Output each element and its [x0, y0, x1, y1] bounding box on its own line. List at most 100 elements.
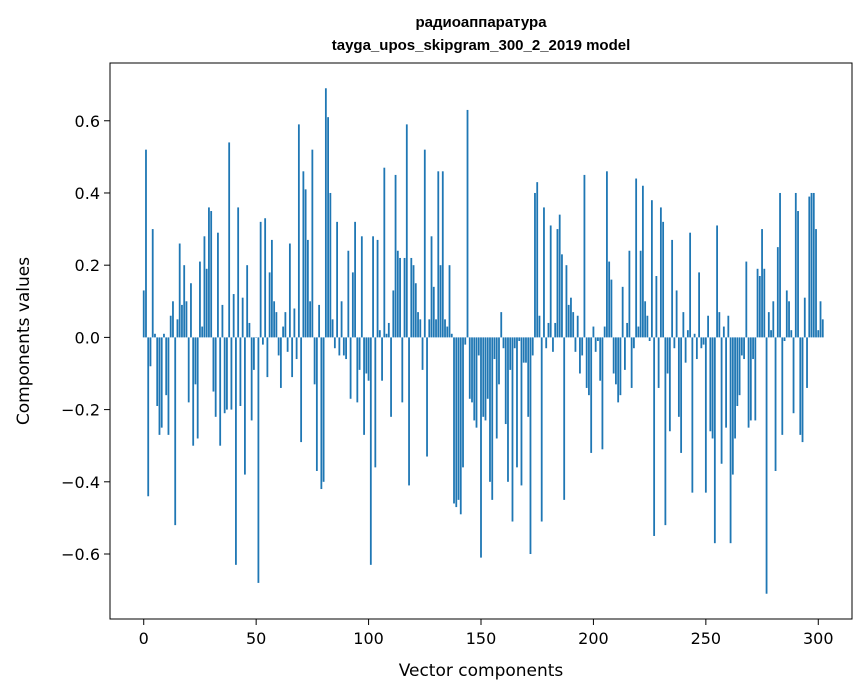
bar [745, 261, 748, 338]
bar [579, 337, 581, 374]
bar [493, 337, 496, 360]
bar [203, 236, 206, 338]
bar [536, 182, 539, 338]
bar [288, 243, 291, 338]
bar [552, 337, 554, 352]
bar [250, 337, 253, 421]
bar [599, 337, 602, 381]
plot-frame [109, 62, 853, 620]
bar [414, 283, 417, 338]
bar [808, 196, 811, 338]
bar [531, 337, 534, 356]
bar [812, 192, 815, 338]
bar [318, 304, 321, 338]
bar [673, 337, 676, 349]
bar [817, 330, 820, 338]
bar [401, 337, 404, 403]
bar [624, 337, 626, 370]
bar [426, 337, 428, 457]
bar [181, 304, 183, 338]
bar [324, 88, 327, 338]
bar [538, 315, 541, 338]
bar [291, 337, 294, 378]
bar [770, 330, 772, 338]
bar [367, 337, 370, 381]
bar [145, 149, 147, 338]
bar [244, 337, 246, 475]
bar [190, 283, 192, 338]
bar [806, 337, 808, 388]
bar [201, 326, 204, 338]
bar [336, 221, 338, 338]
bar [403, 257, 406, 338]
bar [729, 337, 732, 544]
bar [248, 322, 251, 338]
bar [752, 337, 754, 360]
bar [174, 337, 177, 526]
bar [423, 149, 426, 338]
bar [716, 225, 718, 338]
bar [583, 174, 586, 338]
bar [450, 333, 453, 338]
bar [237, 207, 240, 338]
bar [653, 337, 656, 536]
bar [740, 337, 743, 356]
bar [779, 192, 781, 338]
bar [142, 290, 145, 338]
bar [482, 337, 485, 417]
bar [781, 337, 784, 435]
bar [221, 304, 224, 338]
bar [707, 315, 709, 338]
bar [522, 337, 525, 363]
bar [322, 337, 325, 482]
bar [232, 294, 235, 338]
bar [304, 189, 307, 338]
bar [297, 124, 300, 338]
bar [576, 315, 579, 338]
bar [507, 337, 509, 482]
bar [765, 337, 768, 594]
bar [365, 337, 368, 374]
bar [747, 337, 750, 428]
bar [680, 337, 683, 453]
x-tick-label: 150 [466, 629, 497, 648]
bar [610, 279, 613, 338]
bar [277, 337, 280, 356]
bar [295, 337, 298, 360]
bar [338, 337, 341, 356]
bar [698, 272, 700, 338]
bar [498, 337, 500, 385]
x-tick-label: 0 [139, 629, 149, 648]
bar [468, 337, 471, 399]
bar [347, 250, 350, 338]
bar [731, 337, 734, 475]
bar [495, 337, 498, 439]
bar [372, 236, 374, 338]
bar [803, 297, 806, 338]
bar [151, 229, 154, 338]
bar [709, 337, 712, 432]
bar [333, 337, 336, 349]
bar [455, 337, 458, 508]
bar [756, 268, 759, 338]
bar [306, 239, 309, 338]
bar [385, 333, 388, 338]
bar [570, 297, 572, 338]
bar [819, 301, 822, 338]
bar [592, 326, 595, 338]
bar [345, 337, 347, 360]
bar [763, 268, 766, 338]
bar [383, 167, 386, 338]
bar [761, 229, 763, 338]
bar [387, 322, 390, 338]
y-tick-label: 0.0 [75, 328, 100, 347]
bar [639, 250, 642, 338]
bar [163, 333, 165, 338]
bar [253, 337, 255, 370]
bar [567, 304, 570, 338]
bar [767, 312, 770, 338]
bar [282, 326, 285, 338]
bar [655, 276, 658, 338]
bar [441, 171, 444, 338]
